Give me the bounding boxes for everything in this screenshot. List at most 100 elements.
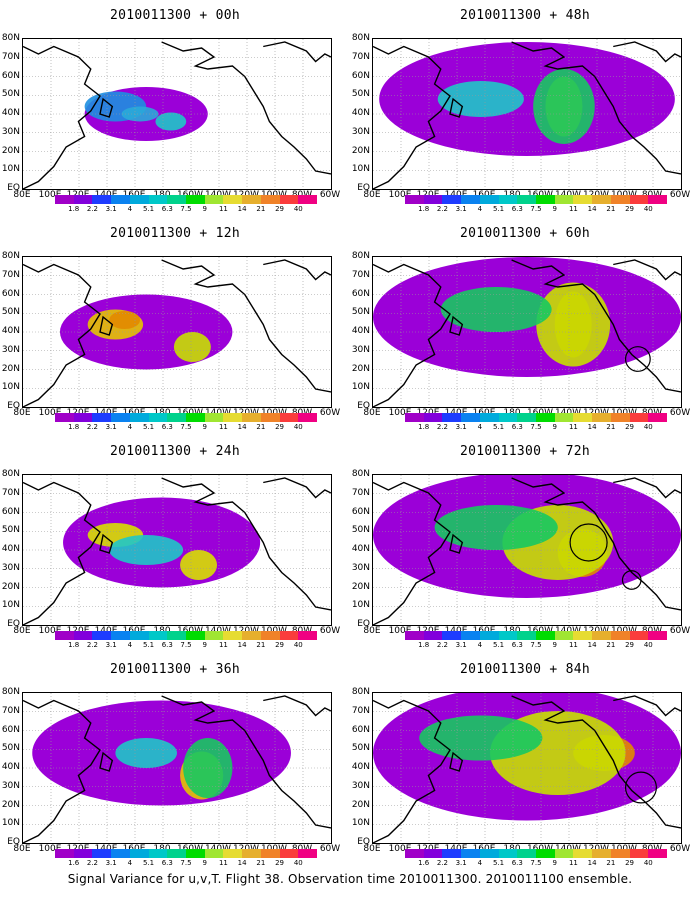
- colorbar-label: 7.5: [530, 423, 542, 431]
- colorbar-swatch: [92, 631, 112, 640]
- variance-map: [22, 474, 332, 626]
- panel-title: 2010011300 + 60h: [459, 226, 591, 241]
- coastline: [594, 76, 681, 175]
- latitude-label: 20N: [351, 581, 370, 592]
- colorbar-swatch: [629, 195, 649, 204]
- colorbar-label: 21: [256, 641, 266, 649]
- map-panel: 2010011300 + 84h 80N 70N 60N 50N 40N 30N 20N 10N…: [350, 654, 700, 874]
- colorbar-swatch: [242, 195, 261, 204]
- colorbar-swatch: [405, 631, 424, 640]
- colorbar-label: 29: [275, 423, 285, 431]
- longitude-label: 80E: [363, 190, 381, 200]
- colorbar-label: 7.5: [180, 205, 192, 213]
- coastline: [594, 730, 681, 829]
- colorbar-swatch: [223, 413, 243, 422]
- coastline: [613, 695, 681, 717]
- latitude-label: 30N: [1, 562, 20, 573]
- longitude-label: 100E: [388, 626, 412, 636]
- colorbar-label: 14: [587, 641, 597, 649]
- variance-map: [372, 692, 682, 844]
- map-canvas: [373, 257, 681, 407]
- latitude-label: 20N: [351, 363, 370, 374]
- latitude-label: 20N: [1, 145, 20, 156]
- colorbar-swatch: [279, 195, 299, 204]
- colorbar-label: 40: [643, 423, 653, 431]
- colorbar-swatch: [260, 631, 280, 640]
- colorbar-swatch: [223, 631, 243, 640]
- variance-map: [372, 474, 682, 626]
- colorbar-label: 11: [568, 641, 578, 649]
- colorbar-label: 6.3: [161, 205, 173, 213]
- longitude-label: 60W: [669, 626, 691, 636]
- colorbar-label: 11: [218, 205, 228, 213]
- colorbar-label: 29: [275, 205, 285, 213]
- colorbar-swatch: [186, 849, 205, 858]
- colorbar-label: 1.6: [68, 859, 80, 867]
- colorbar-swatch: [260, 195, 280, 204]
- colorbar-label: 40: [293, 205, 303, 213]
- colorbar-label: 5.1: [492, 641, 505, 649]
- coastline: [613, 41, 681, 63]
- latitude-label: 50N: [1, 307, 20, 318]
- variance-contour: [109, 311, 141, 329]
- coastline: [373, 481, 451, 625]
- coastline: [244, 730, 331, 829]
- latitude-label: EQ: [7, 837, 20, 847]
- variance-contour: [180, 550, 218, 580]
- latitude-label: 20N: [351, 145, 370, 156]
- longitude-label: 60W: [319, 626, 341, 636]
- longitude-label: 80E: [363, 408, 381, 418]
- latitude-label: 10N: [1, 382, 20, 393]
- colorbar-label: 29: [275, 859, 285, 867]
- variance-contour: [440, 287, 552, 332]
- colorbar-swatch: [129, 413, 149, 422]
- colorbar-swatch: [517, 631, 537, 640]
- coastline: [594, 294, 681, 393]
- colorbar-label: 5.1: [142, 205, 155, 213]
- coastline: [23, 481, 101, 625]
- coastline: [263, 41, 331, 63]
- colorbar-swatch: [186, 195, 205, 204]
- colorbar-swatch: [73, 195, 93, 204]
- colorbar-label: 14: [237, 205, 247, 213]
- colorbar-swatch: [92, 195, 112, 204]
- coastline: [99, 533, 114, 554]
- variance-contour: [437, 81, 524, 117]
- colorbar-label: 29: [275, 641, 285, 649]
- colorbar-label: 40: [643, 205, 653, 213]
- colorbar-label: 9: [552, 641, 557, 649]
- colorbar-swatch: [517, 413, 537, 422]
- coastline: [449, 97, 464, 118]
- panel-title: 2010011300 + 00h: [109, 8, 241, 23]
- colorbar-swatch: [648, 195, 668, 204]
- colorbar-swatch: [148, 631, 168, 640]
- map-panel: 2010011300 + 72h 80N 70N 60N 50N 40N 30N 20N 10N…: [350, 436, 700, 656]
- coastline: [161, 695, 246, 732]
- longitude-label: 60W: [319, 408, 341, 418]
- latitude-label: EQ: [357, 837, 370, 847]
- latitude-label: 30N: [351, 780, 370, 791]
- latitude-label: 70N: [351, 51, 370, 62]
- variance-contour: [115, 738, 177, 768]
- longitude-label: 60W: [319, 190, 341, 200]
- latitude-label: 70N: [351, 705, 370, 716]
- colorbar-label: 9: [202, 641, 207, 649]
- figure-caption: Signal Variance for u,v,T. Flight 38. Ob…: [67, 872, 633, 886]
- colorbar-swatch: [554, 631, 574, 640]
- colorbar-swatch: [461, 195, 480, 204]
- latitude-label: 30N: [351, 126, 370, 137]
- colorbar-swatch: [610, 413, 630, 422]
- colorbar-swatch: [111, 413, 130, 422]
- variance-contour: [155, 112, 187, 131]
- coastline: [161, 477, 246, 514]
- latitude-label: 70N: [1, 705, 20, 716]
- coastline: [263, 695, 331, 717]
- colorbar-label: 7.5: [180, 859, 192, 867]
- colorbar-swatch: [204, 849, 224, 858]
- colorbar: [55, 849, 318, 858]
- variance-map: [372, 256, 682, 408]
- colorbar-label: 4: [477, 423, 483, 431]
- colorbar-swatch: [204, 413, 224, 422]
- observation-circle: [569, 523, 608, 562]
- map-canvas: [373, 39, 681, 189]
